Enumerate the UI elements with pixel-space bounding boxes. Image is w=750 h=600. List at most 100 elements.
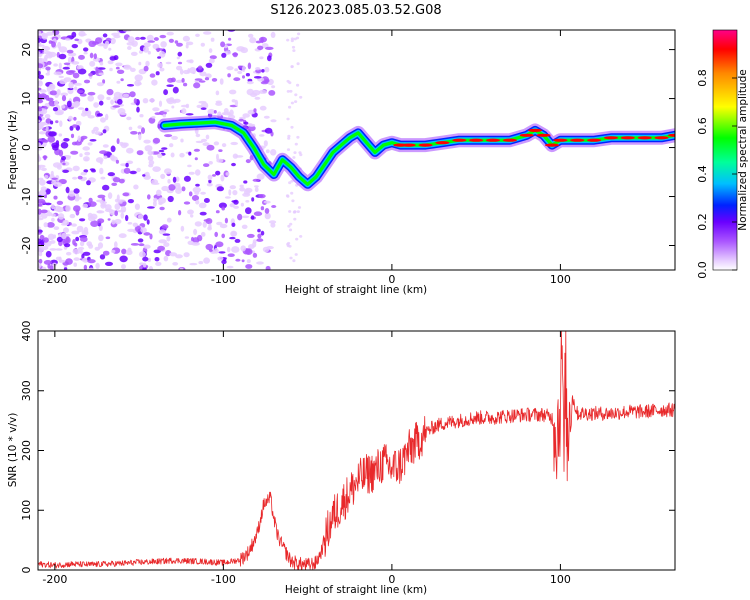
spectrogram-noise-cell — [38, 44, 45, 47]
spectrogram-noise-cell — [155, 261, 162, 266]
x-tick-label: -100 — [211, 573, 236, 586]
spectrogram-noise-cell — [205, 134, 210, 140]
spectrogram-noise-cell — [270, 31, 276, 38]
spectrogram-noise-cell — [197, 65, 203, 70]
spectrogram-ridge — [157, 115, 675, 192]
spectrogram-noise-cell — [43, 237, 49, 243]
spectrogram-noise-cell — [107, 218, 111, 221]
spectrogram-peak-cell — [502, 138, 517, 142]
spectrogram-noise-cell — [41, 46, 51, 51]
spectrogram-noise-cell — [157, 153, 163, 159]
spectrogram-noise-cell — [127, 228, 135, 232]
spectrogram-noise-cell — [74, 38, 79, 42]
spectrogram-noise-cell — [67, 190, 76, 197]
spectrogram-noise-cell — [38, 63, 44, 69]
spectrogram-peak-cell — [435, 141, 450, 145]
spectrogram-noise-cell — [176, 65, 183, 71]
spectrogram-noise-cell — [248, 123, 256, 127]
spectrogram-noise-cell — [95, 66, 99, 74]
spectrogram-noise-cell — [108, 47, 112, 51]
spectrogram-noise-cell — [226, 66, 234, 71]
spectrogram-noise-cell — [128, 126, 133, 131]
spectrogram-noise-cell — [195, 133, 201, 138]
spectrogram-noise-cell — [94, 131, 102, 136]
x-tick-label: 100 — [550, 573, 571, 586]
spectrogram-noise-cell — [287, 134, 291, 138]
spectrogram-noise-cell — [139, 262, 145, 266]
spectrogram-peak-cell — [668, 133, 675, 137]
spectrogram-noise-cell — [234, 68, 239, 72]
spectrogram-noise-cell — [90, 220, 99, 227]
spectrogram-noise-cell — [135, 36, 141, 41]
spectrogram-noise-cell — [224, 50, 232, 55]
spectrogram-noise-cell — [166, 235, 171, 242]
spectrogram-noise-cell — [173, 98, 181, 103]
spectrogram-noise-cell — [43, 139, 49, 143]
spectrogram-noise-cell — [155, 48, 164, 51]
spectrogram-noise-cell — [79, 218, 86, 222]
spectrogram-noise-cell — [246, 88, 254, 96]
spectrogram-noise-cell — [164, 134, 173, 138]
spectrogram-noise-cell — [237, 213, 243, 221]
spectrogram-noise-cell — [179, 68, 184, 75]
spectrogram-noise-cell — [141, 127, 145, 134]
spectrogram-noise-cell — [72, 176, 78, 180]
spectrogram-noise-cell — [53, 205, 62, 212]
spectrogram-noise-cell — [196, 104, 203, 109]
spectrogram-noise-cell — [148, 117, 156, 124]
spectrogram-noise-cell — [147, 194, 151, 200]
spectrogram-noise-cell — [226, 246, 231, 253]
spectrogram-noise-cell — [215, 210, 220, 214]
spectrogram-noise-cell — [213, 110, 217, 114]
spectrogram-noise-cell — [183, 82, 188, 87]
spectrogram-noise-cell — [240, 202, 244, 207]
spectrogram-noise-cell — [180, 138, 184, 143]
spectrogram-noise-cell — [241, 224, 248, 229]
spectrogram-noise-cell — [183, 175, 191, 182]
spectrogram-noise-cell — [55, 248, 63, 251]
spectrogram-noise-cell — [72, 124, 78, 128]
spectrogram-noise-cell — [194, 221, 202, 227]
spectrogram-noise-cell — [168, 184, 176, 191]
spectrogram-noise-cell — [87, 142, 93, 146]
spectrogram-noise-cell — [235, 155, 244, 158]
spectrogram-noise-cell — [198, 202, 207, 209]
spectrogram-noise-cell — [258, 89, 268, 94]
y-tick-label: 200 — [20, 440, 33, 461]
spectrogram-noise-cell — [71, 223, 77, 227]
spectrogram-noise-cell — [46, 222, 55, 228]
spectrogram-noise-cell — [211, 78, 218, 82]
spectrogram-noise-cell — [47, 233, 55, 240]
spectrogram-noise-cell — [51, 177, 58, 180]
spectrogram-noise-cell — [97, 43, 105, 47]
spectrogram-noise-cell — [121, 264, 126, 270]
spectrogram-noise-cell — [294, 100, 298, 103]
spectrogram-noise-cell — [38, 57, 44, 64]
spectrogram-noise-cell — [70, 133, 75, 139]
spectrogram-noise-cell — [130, 51, 138, 57]
spectrogram-noise-cell — [120, 212, 125, 219]
spectrogram-noise-cell — [96, 199, 104, 203]
spectrogram-noise-cell — [289, 256, 293, 260]
spectrogram-noise-cell — [260, 206, 265, 211]
spectrogram-noise-cell — [97, 218, 105, 224]
spectrogram-noise-cell — [286, 148, 291, 152]
spectrogram-noise-cell — [82, 146, 90, 151]
spectrogram-noise-cell — [76, 225, 84, 233]
spectrogram-noise-cell — [288, 228, 293, 232]
spectrogram-noise-cell — [175, 79, 184, 83]
spectrogram-noise-cell — [288, 210, 292, 213]
spectrogram-peak-cell — [570, 138, 585, 142]
spectrogram-noise-cell — [159, 51, 166, 58]
spectrogram-noise-cell — [54, 111, 64, 116]
spectrogram-noise-cell — [87, 212, 93, 219]
spectrogram-noise-cell — [157, 245, 166, 251]
spectrogram-noise-cell — [298, 151, 302, 155]
spectrogram-noise-cell — [107, 60, 114, 65]
spectrogram-noise-cell — [102, 129, 107, 134]
spectrogram-noise-cell — [134, 74, 143, 82]
spectrogram-noise-cell — [166, 98, 173, 103]
spectrogram-noise-cell — [73, 82, 82, 86]
spectrogram-noise-cell — [160, 41, 167, 48]
